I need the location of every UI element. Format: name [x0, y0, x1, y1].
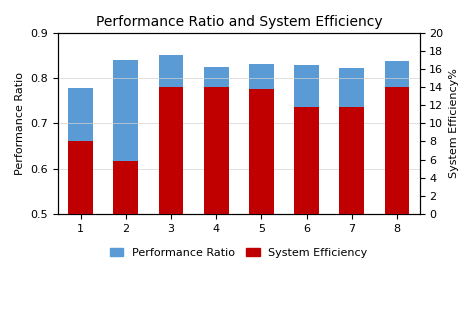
Bar: [294, 65, 319, 324]
Bar: [384, 87, 410, 214]
Bar: [159, 55, 183, 324]
Bar: [294, 107, 319, 214]
Bar: [384, 61, 410, 324]
Bar: [249, 89, 274, 214]
Bar: [204, 87, 228, 214]
Y-axis label: System Efficiency%: System Efficiency%: [449, 68, 459, 178]
Y-axis label: Performance Ratio: Performance Ratio: [15, 72, 25, 175]
Bar: [68, 88, 93, 324]
Bar: [339, 68, 364, 324]
Bar: [339, 107, 364, 214]
Bar: [68, 142, 93, 214]
Bar: [113, 161, 138, 214]
Title: Performance Ratio and System Efficiency: Performance Ratio and System Efficiency: [95, 15, 382, 29]
Bar: [249, 64, 274, 324]
Legend: Performance Ratio, System Efficiency: Performance Ratio, System Efficiency: [106, 244, 372, 262]
Bar: [204, 67, 228, 324]
Bar: [113, 60, 138, 324]
Bar: [159, 87, 183, 214]
